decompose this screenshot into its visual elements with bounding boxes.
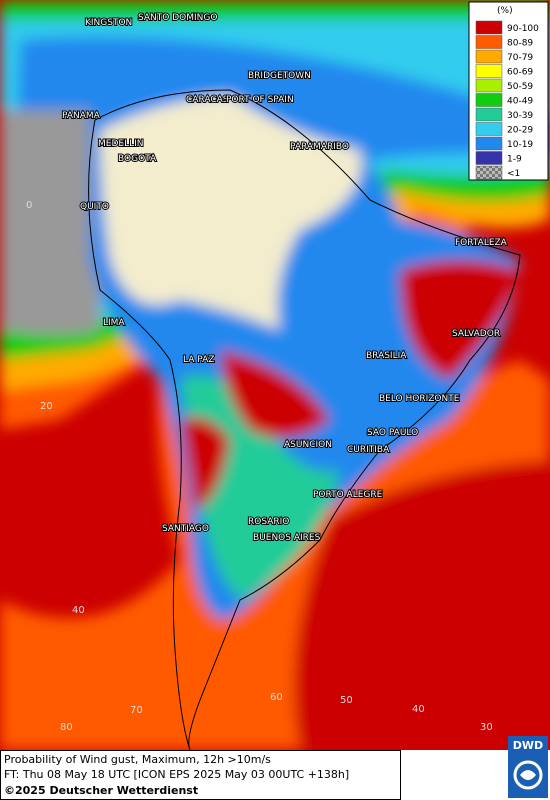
legend-label: 70-79	[507, 53, 533, 63]
city-label: SANTIAGO	[162, 524, 209, 534]
logo-text: DWD	[513, 739, 543, 752]
city-label: KINGSTON	[85, 18, 132, 28]
legend-label: 50-59	[507, 82, 533, 92]
city-label: LA PAZ	[183, 355, 214, 365]
city-label: BOGOTA	[118, 154, 157, 164]
legend-swatch	[475, 151, 503, 165]
legend: (%) 90-100 80-89 70-79 60-69 50-59 40-49 30-39…	[468, 1, 549, 181]
city-label: PARAMARIBO	[290, 142, 349, 152]
legend-label: 60-69	[507, 68, 533, 78]
legend-swatch	[475, 165, 503, 180]
city-label: PANAMA	[62, 111, 101, 121]
legend-label: 40-49	[507, 97, 533, 107]
latitude-label: 20	[40, 401, 53, 412]
legend-swatch	[475, 64, 503, 78]
graticule-labels: 0 20 40 80 70 60 50 40 30	[26, 200, 493, 733]
legend-label: 20-29	[507, 126, 533, 136]
city-label: BUENOS AIRES	[253, 533, 321, 543]
longitude-label: 30	[480, 722, 493, 733]
city-label: PORT OF SPAIN	[226, 95, 294, 105]
caption-line: ©2025 Deutscher Wetterdienst	[4, 784, 198, 797]
legend-label: 90-100	[507, 24, 539, 34]
city-label: CURITIBA	[347, 445, 390, 455]
city-label: SAO PAULO	[367, 428, 418, 438]
legend-label: 80-89	[507, 39, 533, 49]
longitude-label: 70	[130, 705, 143, 716]
city-label: PORTO ALEGRE	[313, 490, 383, 500]
legend-swatch	[475, 49, 503, 64]
legend-swatch	[475, 122, 503, 136]
caption-line: Probability of Wind gust, Maximum, 12h >…	[4, 753, 271, 766]
legend-swatch	[475, 20, 503, 35]
city-label: ASUNCION	[284, 440, 332, 450]
legend-label: <1	[507, 169, 520, 179]
legend-swatch	[475, 136, 503, 151]
longitude-label: 60	[270, 692, 283, 703]
legend-swatch	[475, 107, 503, 122]
city-label: BRASILIA	[366, 351, 407, 361]
city-label: SALVADOR	[452, 329, 500, 339]
longitude-label: 40	[412, 704, 425, 715]
legend-label: 30-39	[507, 111, 533, 121]
legend-label: 10-19	[507, 140, 533, 150]
city-label: CARACAS	[186, 95, 229, 105]
latitude-label: 0	[26, 200, 32, 211]
city-label: MEDELLIN	[98, 139, 143, 149]
city-label: LIMA	[103, 318, 125, 328]
legend-title: (%)	[497, 6, 513, 16]
legend-swatch	[475, 93, 503, 107]
legend-swatch	[475, 78, 503, 93]
longitude-label: 80	[60, 722, 73, 733]
city-label: BRIDGETOWN	[248, 71, 311, 81]
city-label: QUITO	[80, 202, 109, 212]
latitude-label: 40	[72, 605, 85, 616]
city-label: FORTALEZA	[455, 238, 508, 248]
caption: Probability of Wind gust, Maximum, 12h >…	[0, 750, 550, 800]
probability-field	[0, 0, 550, 751]
city-label: SANTO DOMINGO	[138, 13, 217, 23]
caption-line: FT: Thu 08 May 18 UTC [ICON EPS 2025 May…	[4, 768, 349, 781]
dwd-logo: DWD	[508, 736, 548, 798]
city-label: ROSARIO	[248, 517, 289, 527]
city-label: BELO HORIZONTE	[379, 394, 460, 404]
legend-label: 1-9	[507, 155, 522, 165]
longitude-label: 50	[340, 695, 353, 706]
legend-swatch	[475, 35, 503, 49]
city-labels: KINGSTON SANTO DOMINGO BRIDGETOWN CARACA…	[61, 12, 509, 544]
